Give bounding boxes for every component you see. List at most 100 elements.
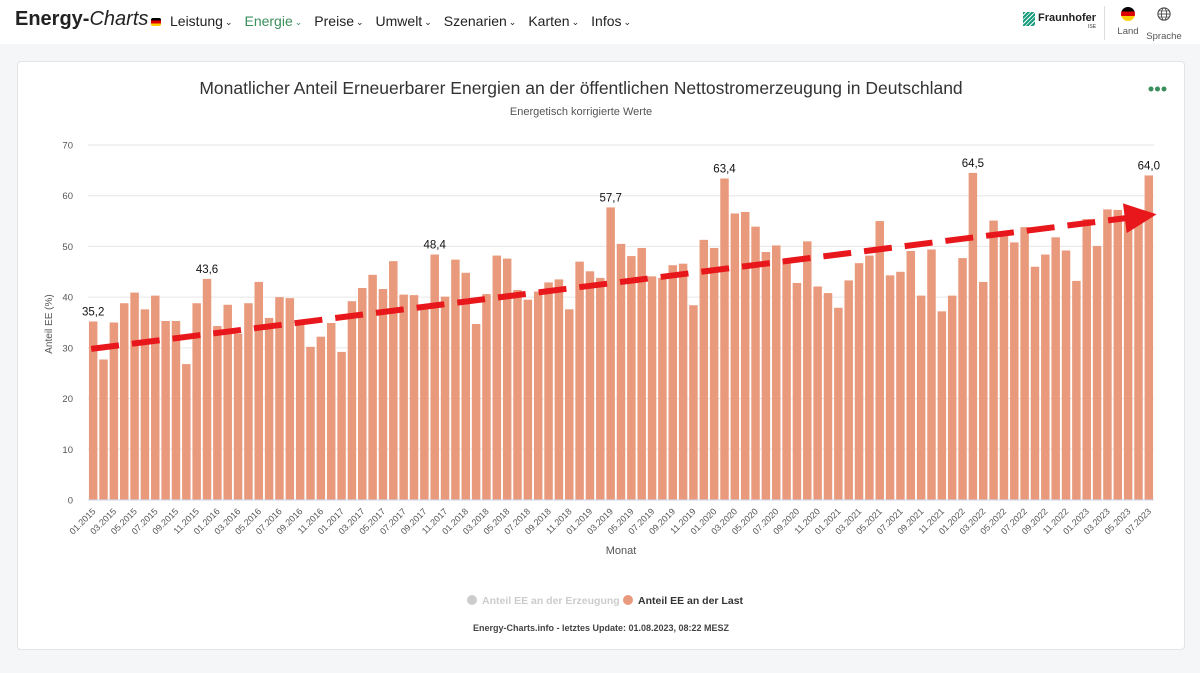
bar-12.2019[interactable] (699, 239, 709, 501)
bar-10.2021[interactable] (927, 249, 936, 500)
bar-07.2020[interactable] (771, 245, 781, 500)
bar-09.2018[interactable] (544, 282, 553, 500)
bar-02.2020[interactable] (720, 178, 729, 500)
bar-03.2021[interactable] (854, 263, 864, 500)
bar-02.2022[interactable] (968, 172, 978, 500)
bar-02.2019[interactable] (596, 277, 605, 500)
bar-05.2017[interactable] (378, 289, 388, 500)
bar-12.2020[interactable] (823, 293, 833, 500)
bar-08.2019[interactable] (658, 277, 667, 500)
nav-item-karten[interactable]: Karten ⌄ (528, 13, 579, 29)
bar-01.2017[interactable] (337, 351, 346, 500)
bar-01.2021[interactable] (834, 307, 843, 500)
bar-02.2017[interactable] (347, 301, 357, 500)
bar-08.2017[interactable] (409, 295, 419, 500)
bar-01.2016[interactable] (213, 326, 222, 500)
bar-06.2016[interactable] (264, 317, 274, 500)
bar-03.2015[interactable] (109, 322, 119, 501)
bar-01.2018[interactable] (461, 272, 471, 500)
bar-01.2022[interactable] (958, 258, 967, 500)
bar-10.2018[interactable] (554, 279, 564, 500)
bar-03.2020[interactable] (730, 213, 740, 500)
bar-12.2015[interactable] (202, 278, 212, 500)
bar-12.2021[interactable] (947, 295, 957, 500)
bar-10.2016[interactable] (306, 346, 315, 500)
bar-08.2020[interactable] (782, 259, 791, 500)
bar-03.2022[interactable] (978, 281, 988, 500)
bar-03.2023[interactable] (1103, 209, 1112, 500)
bar-06.2020[interactable] (761, 252, 771, 500)
bar-03.2018[interactable] (482, 294, 491, 500)
bar-08.2018[interactable] (533, 291, 543, 500)
bar-04.2015[interactable] (119, 303, 129, 500)
bar-08.2022[interactable] (1030, 266, 1040, 500)
bar-06.2015[interactable] (140, 309, 150, 500)
bar-07.2023[interactable] (1144, 175, 1154, 500)
bar-02.2016[interactable] (223, 304, 232, 500)
bar-03.2016[interactable] (233, 333, 243, 500)
bar-09.2016[interactable] (295, 321, 305, 500)
legend-item-last[interactable]: Anteil EE an der Last (623, 595, 744, 607)
bar-11.2022[interactable] (1061, 250, 1071, 500)
legend-item-erzeugung[interactable]: Anteil EE an der Erzeugung (467, 595, 620, 607)
bar-02.2021[interactable] (844, 280, 853, 500)
bar-04.2019[interactable] (616, 243, 626, 500)
bar-11.2021[interactable] (937, 311, 947, 500)
bar-07.2015[interactable] (151, 295, 160, 500)
bar-03.2019[interactable] (606, 207, 615, 500)
bar-12.2018[interactable] (575, 261, 584, 500)
bar-09.2017[interactable] (420, 307, 429, 500)
bar-07.2018[interactable] (523, 299, 533, 500)
bar-10.2022[interactable] (1051, 237, 1060, 501)
bar-09.2020[interactable] (792, 282, 802, 500)
bar-03.2017[interactable] (358, 288, 367, 500)
bar-11.2019[interactable] (689, 305, 698, 500)
nav-item-umwelt[interactable]: Umwelt ⌄ (376, 13, 432, 29)
bar-04.2018[interactable] (492, 255, 502, 500)
bar-10.2015[interactable] (182, 364, 191, 500)
bar-01.2023[interactable] (1082, 219, 1091, 501)
bar-06.2021[interactable] (885, 275, 895, 500)
more-dots-icon[interactable] (1148, 86, 1167, 92)
brand-logo[interactable]: Energy-Charts (15, 8, 162, 31)
bar-10.2020[interactable] (803, 241, 812, 500)
nav-item-energie[interactable]: Energie ⌄ (244, 13, 302, 29)
bar-06.2023[interactable] (1134, 218, 1143, 500)
bar-09.2019[interactable] (668, 265, 677, 500)
bar-10.2017[interactable] (430, 254, 439, 500)
bar-12.2017[interactable] (451, 259, 460, 500)
language-selector[interactable]: Sprache (1144, 7, 1184, 42)
bar-02.2015[interactable] (99, 359, 108, 500)
bar-06.2017[interactable] (389, 261, 398, 500)
bar-05.2021[interactable] (875, 221, 884, 501)
bar-11.2017[interactable] (440, 296, 450, 500)
bar-07.2016[interactable] (275, 297, 284, 500)
bar-09.2022[interactable] (1041, 254, 1050, 500)
bar-01.2019[interactable] (585, 271, 595, 500)
bar-02.2023[interactable] (1092, 245, 1102, 500)
bar-12.2016[interactable] (326, 323, 336, 500)
bar-04.2021[interactable] (865, 255, 874, 500)
bar-05.2020[interactable] (751, 226, 760, 500)
bar-11.2016[interactable] (316, 336, 326, 500)
bar-09.2021[interactable] (916, 295, 926, 500)
nav-item-szenarien[interactable]: Szenarien ⌄ (444, 13, 517, 29)
bar-08.2016[interactable] (285, 298, 295, 500)
bar-06.2022[interactable] (1010, 242, 1019, 500)
bar-05.2022[interactable] (999, 234, 1009, 500)
bar-08.2021[interactable] (906, 250, 916, 500)
bar-06.2018[interactable] (513, 290, 522, 500)
bar-04.2022[interactable] (989, 220, 998, 501)
bar-01.2015[interactable] (88, 321, 98, 500)
bar-11.2018[interactable] (565, 309, 574, 500)
bar-01.2020[interactable] (709, 247, 719, 500)
bar-05.2015[interactable] (130, 292, 139, 500)
nav-item-infos[interactable]: Infos ⌄ (591, 13, 631, 29)
bar-05.2023[interactable] (1123, 218, 1133, 500)
bar-10.2019[interactable] (678, 263, 688, 500)
bar-06.2019[interactable] (637, 247, 646, 500)
bar-07.2022[interactable] (1020, 227, 1029, 500)
bar-09.2015[interactable] (171, 320, 181, 500)
bar-04.2017[interactable] (368, 274, 377, 500)
bar-11.2020[interactable] (813, 286, 822, 500)
